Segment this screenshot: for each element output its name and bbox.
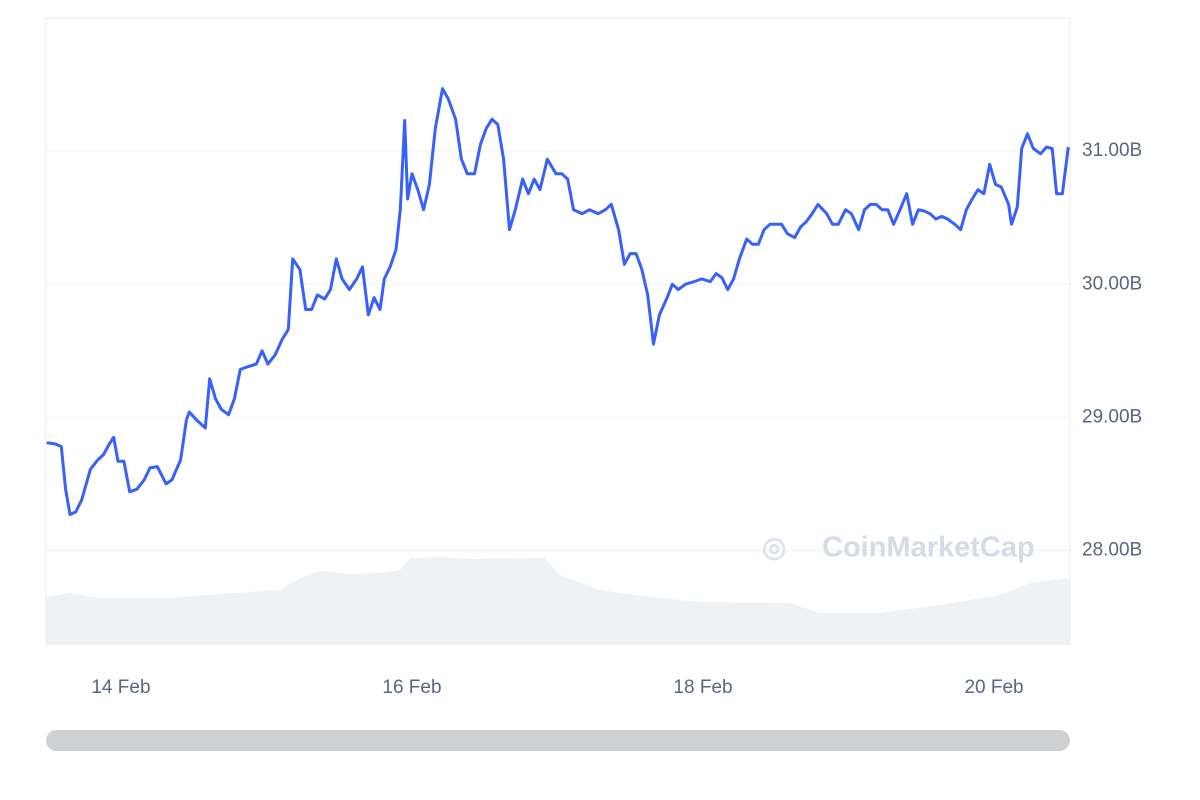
x-tick-label: 14 Feb xyxy=(91,677,150,698)
x-tick-label: 20 Feb xyxy=(964,677,1023,698)
watermark-icon: ◎ xyxy=(762,531,786,562)
x-tick-label: 18 Feb xyxy=(673,677,732,698)
volume-area xyxy=(46,557,1070,645)
watermark: CoinMarketCap xyxy=(822,532,1035,564)
price-line xyxy=(46,87,1070,516)
y-tick-label: 29.00B xyxy=(1082,406,1142,427)
y-tick-label: 28.00B xyxy=(1082,539,1142,560)
y-tick-label: 30.00B xyxy=(1082,273,1142,294)
x-tick-label: 16 Feb xyxy=(382,677,441,698)
y-tick-label: 31.00B xyxy=(1082,140,1142,161)
scrollbar[interactable] xyxy=(46,730,1070,751)
